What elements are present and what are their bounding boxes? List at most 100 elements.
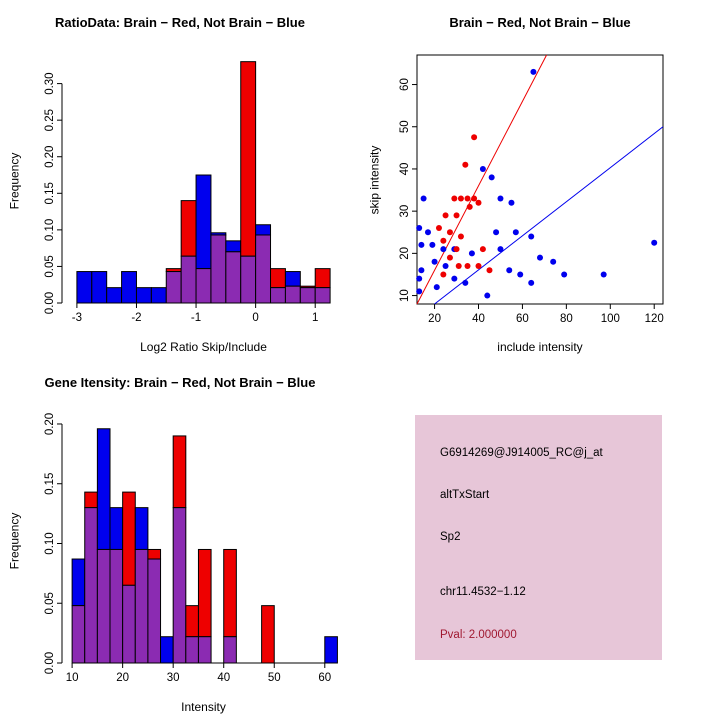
- panel-ratio-histogram: -3 -2 -1 0 1 0.00 0.05 0.10 0.15 0.20 0.25 0.30 Rat…: [0, 0, 360, 360]
- scatter-point: [537, 254, 543, 261]
- scatter-point: [446, 254, 453, 261]
- gene-intensity-histogram-title: Gene Itensity: Brain − Red, Not Brain − …: [44, 375, 316, 390]
- scatter-point: [433, 284, 440, 291]
- y-tick-label: 0.05: [44, 255, 56, 277]
- scatter-point: [457, 233, 464, 240]
- hist-bar-overlap: [284, 285, 301, 304]
- plot-box: [416, 54, 664, 305]
- hist-bar-overlap: [314, 287, 331, 304]
- hist-bar: [197, 548, 212, 638]
- y-tick-label: 0.25: [44, 109, 56, 131]
- y-tick-label: 50: [399, 120, 411, 133]
- x-tick-label: -2: [131, 312, 141, 324]
- y-tick-label: 0.15: [44, 182, 56, 204]
- hist-bar: [172, 435, 187, 509]
- hist-bar: [225, 240, 242, 253]
- scatter-point: [464, 195, 471, 202]
- hist-bar-overlap: [240, 255, 257, 304]
- hist-bar-overlap: [225, 251, 242, 304]
- x-tick-label: 20: [116, 672, 129, 684]
- scatter-point: [475, 199, 482, 206]
- y-tick-label: 0.10: [44, 532, 56, 554]
- scatter-point: [462, 279, 469, 286]
- scatter-point: [471, 195, 478, 202]
- y-tick-label: 0.30: [44, 72, 56, 94]
- hist-bar: [284, 271, 301, 287]
- hist-bar-overlap: [299, 287, 316, 304]
- hist-bar-overlap: [172, 507, 187, 664]
- hist-bar: [261, 605, 275, 664]
- y-tick-label: 0.10: [44, 219, 56, 241]
- hist-bar: [135, 287, 152, 304]
- hist-bar-overlap: [134, 548, 149, 664]
- y-tick-label: 10: [399, 289, 411, 302]
- ratio-histogram-title: RatioData: Brain − Red, Not Brain − Blue: [55, 15, 305, 30]
- hist-bar-overlap: [71, 605, 86, 664]
- scatter-point: [512, 229, 519, 236]
- splice-event-type-text: altTxStart: [440, 489, 490, 501]
- hist-bar: [223, 548, 237, 638]
- gene-intensity-x-axis-label: Intensity: [181, 700, 226, 714]
- scatter-point: [475, 263, 482, 270]
- ratio-histogram-y-axis-label: Frequency: [7, 152, 22, 209]
- hist-bar: [314, 268, 331, 289]
- scatter-point: [561, 271, 568, 278]
- scatter-point: [497, 195, 504, 202]
- hist-bar-overlap: [270, 287, 286, 304]
- hist-bar-overlap: [197, 636, 212, 664]
- scatter-point: [418, 241, 425, 248]
- x-tick-label: 30: [167, 672, 180, 684]
- hist-bar: [76, 271, 93, 304]
- hist-bar: [121, 271, 137, 304]
- scatter-point: [440, 237, 447, 244]
- probe-id-text: G6914269@J914005_RC@j_at: [440, 447, 603, 459]
- scatter-point: [528, 233, 535, 240]
- hist-bar: [324, 636, 338, 664]
- scatter-point: [506, 267, 513, 274]
- scatter-point: [550, 258, 557, 265]
- x-tick-label: 40: [472, 313, 485, 325]
- x-tick-label: 1: [312, 312, 318, 324]
- y-tick-label: 20: [399, 247, 411, 260]
- x-tick-label: 80: [560, 313, 573, 325]
- scatter-point: [442, 212, 449, 219]
- hist-bar: [195, 174, 212, 270]
- brain-fit-regression-line: [416, 54, 548, 305]
- panel-gene-info: G6914269@J914005_RC@j_at altTxStart Sp2 …: [360, 360, 720, 720]
- scatter-point: [446, 229, 453, 236]
- scatter-point: [651, 239, 658, 246]
- hist-bar-overlap: [147, 558, 162, 664]
- scatter-point: [528, 279, 535, 286]
- scatter-point: [488, 174, 495, 181]
- scatter-point: [457, 195, 464, 202]
- hist-bar-overlap: [210, 234, 227, 304]
- hist-bar-overlap: [185, 636, 199, 664]
- intensity-scatter-title: Brain − Red, Not Brain − Blue: [449, 15, 631, 30]
- y-tick-label: 0.20: [44, 413, 56, 435]
- y-tick-label: 60: [399, 78, 411, 91]
- hist-bar-overlap: [96, 548, 111, 664]
- y-tick-label: 0.15: [44, 473, 56, 495]
- ratio-histogram-plot: -3 -2 -1 0 1 0.00 0.05 0.10 0.15 0.20 0.25 0.30: [44, 61, 331, 324]
- scatter-point: [451, 275, 458, 282]
- scatter-point: [479, 246, 486, 253]
- hist-bar: [122, 491, 136, 586]
- hist-bar: [240, 61, 257, 257]
- scatter-point: [453, 212, 460, 219]
- hist-bar-overlap: [84, 507, 98, 664]
- y-tick-label: 0.20: [44, 146, 56, 168]
- scatter-point: [484, 292, 491, 299]
- panel-gene-intensity-histogram: 10 20 30 40 50 60 0.00 0.05 0.10 0.15 0.20 Gene It…: [0, 360, 360, 720]
- hist-bar-overlap: [122, 584, 136, 664]
- hist-bar-overlap: [255, 234, 272, 304]
- hist-bar: [96, 428, 111, 550]
- hist-bar: [84, 491, 98, 509]
- scatter-point: [416, 275, 423, 282]
- chromosome-location-text: chr11.4532−1.12: [440, 586, 526, 598]
- pvalue-text: Pval: 2.000000: [440, 629, 517, 641]
- hist-bar: [109, 507, 124, 550]
- scatter-point: [486, 267, 493, 274]
- y-tick-label: 40: [399, 163, 411, 176]
- hist-bar: [134, 507, 149, 550]
- x-tick-label: 60: [318, 672, 331, 684]
